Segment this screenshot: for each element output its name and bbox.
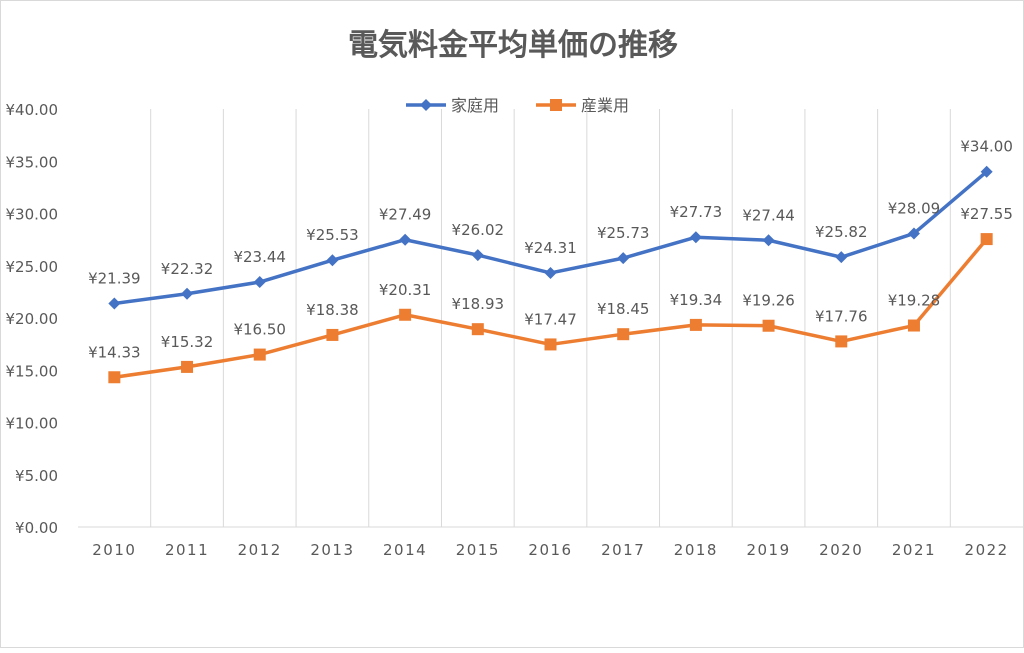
y-tick-label: ¥20.00 — [6, 310, 59, 328]
gridlines — [78, 109, 1023, 528]
chart-title: 電気料金平均単価の推移 — [348, 28, 678, 63]
data-point-marker — [253, 276, 266, 289]
series-household: ¥21.39 ¥22.32 ¥23.44 ¥25.53 ¥27.49 ¥26.02 ¥24.… — [88, 138, 1013, 310]
data-label: ¥21.39 — [88, 269, 141, 287]
x-tick-label: 2010 — [92, 541, 136, 559]
data-label: ¥14.33 — [88, 343, 141, 361]
data-label: ¥24.31 — [524, 239, 577, 257]
x-tick-label: 2018 — [674, 541, 718, 559]
x-tick-label: 2015 — [456, 541, 500, 559]
y-tick-label: ¥30.00 — [6, 206, 59, 224]
legend: 家庭用 産業用 — [406, 96, 629, 115]
data-point-marker — [762, 234, 775, 247]
data-point-marker — [399, 308, 412, 321]
data-label: ¥18.45 — [597, 300, 650, 318]
y-tick-label: ¥10.00 — [6, 415, 59, 433]
data-label: ¥17.76 — [815, 307, 868, 325]
legend-item: 産業用 — [536, 96, 629, 115]
series-group: ¥21.39 ¥22.32 ¥23.44 ¥25.53 ¥27.49 ¥26.02 ¥24.… — [88, 138, 1013, 384]
data-point-marker — [907, 319, 920, 332]
data-point-marker — [108, 371, 121, 384]
data-label: ¥27.73 — [670, 203, 723, 221]
data-label: ¥27.55 — [960, 205, 1013, 223]
data-point-marker — [907, 227, 920, 240]
y-tick-label: ¥40.00 — [6, 101, 59, 119]
data-point-marker — [326, 328, 339, 341]
y-axis: ¥0.00 ¥5.00 ¥10.00 ¥15.00 ¥20.00 ¥25.00 ¥30.00… — [6, 101, 59, 537]
data-label: ¥25.82 — [815, 223, 868, 241]
data-point-marker — [617, 328, 630, 341]
data-point-marker — [471, 249, 484, 262]
data-point-marker — [108, 297, 121, 310]
data-point-marker — [689, 231, 702, 244]
data-label: ¥25.73 — [597, 224, 650, 242]
legend-square-icon — [550, 99, 562, 111]
x-tick-label: 2019 — [746, 541, 790, 559]
data-label: ¥27.49 — [379, 206, 432, 224]
y-tick-label: ¥25.00 — [6, 258, 59, 276]
data-label: ¥28.09 — [888, 199, 941, 217]
data-point-marker — [980, 165, 993, 178]
data-point-marker — [835, 251, 848, 264]
x-tick-label: 2017 — [601, 541, 645, 559]
data-point-marker — [617, 252, 630, 265]
data-point-marker — [471, 323, 484, 336]
y-tick-label: ¥0.00 — [15, 519, 58, 537]
data-label: ¥34.00 — [960, 138, 1013, 156]
data-label: ¥25.53 — [306, 226, 359, 244]
y-tick-label: ¥35.00 — [6, 153, 59, 171]
data-point-marker — [689, 318, 702, 331]
data-label: ¥20.31 — [379, 281, 432, 299]
data-label: ¥17.47 — [524, 310, 577, 328]
x-tick-label: 2022 — [965, 541, 1009, 559]
data-point-marker — [399, 233, 412, 246]
x-tick-label: 2012 — [238, 541, 282, 559]
x-tick-label: 2013 — [310, 541, 354, 559]
legend-diamond-icon — [420, 99, 432, 111]
data-point-marker — [253, 348, 266, 361]
x-tick-label: 2020 — [819, 541, 863, 559]
data-label: ¥19.34 — [670, 291, 723, 309]
y-tick-label: ¥15.00 — [6, 362, 59, 380]
data-label: ¥15.32 — [161, 333, 214, 351]
x-tick-label: 2011 — [165, 541, 209, 559]
x-tick-label: 2014 — [383, 541, 427, 559]
data-label: ¥16.50 — [233, 321, 286, 339]
x-tick-label: 2021 — [892, 541, 936, 559]
data-label: ¥18.38 — [306, 301, 359, 319]
data-label: ¥19.28 — [888, 292, 941, 310]
legend-label: 家庭用 — [451, 96, 499, 115]
legend-label: 産業用 — [581, 96, 629, 115]
data-label: ¥22.32 — [161, 260, 214, 278]
data-point-marker — [181, 360, 194, 373]
data-point-marker — [326, 254, 339, 267]
data-point-marker — [835, 335, 848, 348]
data-label: ¥26.02 — [452, 221, 505, 239]
data-point-marker — [544, 338, 557, 351]
data-label: ¥19.26 — [742, 292, 795, 310]
data-label: ¥27.44 — [742, 206, 795, 224]
data-point-marker — [181, 287, 194, 300]
data-label: ¥18.93 — [452, 295, 505, 313]
x-tick-label: 2016 — [528, 541, 572, 559]
series-industrial: ¥14.33 ¥15.32 ¥16.50 ¥18.38 ¥20.31 ¥18.93 ¥17.… — [88, 205, 1013, 384]
data-point-marker — [762, 319, 775, 332]
legend-item: 家庭用 — [406, 96, 499, 115]
data-point-marker — [544, 266, 557, 279]
data-point-marker — [980, 233, 993, 246]
x-axis: 2010 2011 2012 2013 2014 2015 2016 2017 2018 2019… — [92, 541, 1009, 559]
data-label: ¥23.44 — [233, 248, 286, 266]
y-tick-label: ¥5.00 — [15, 467, 58, 485]
